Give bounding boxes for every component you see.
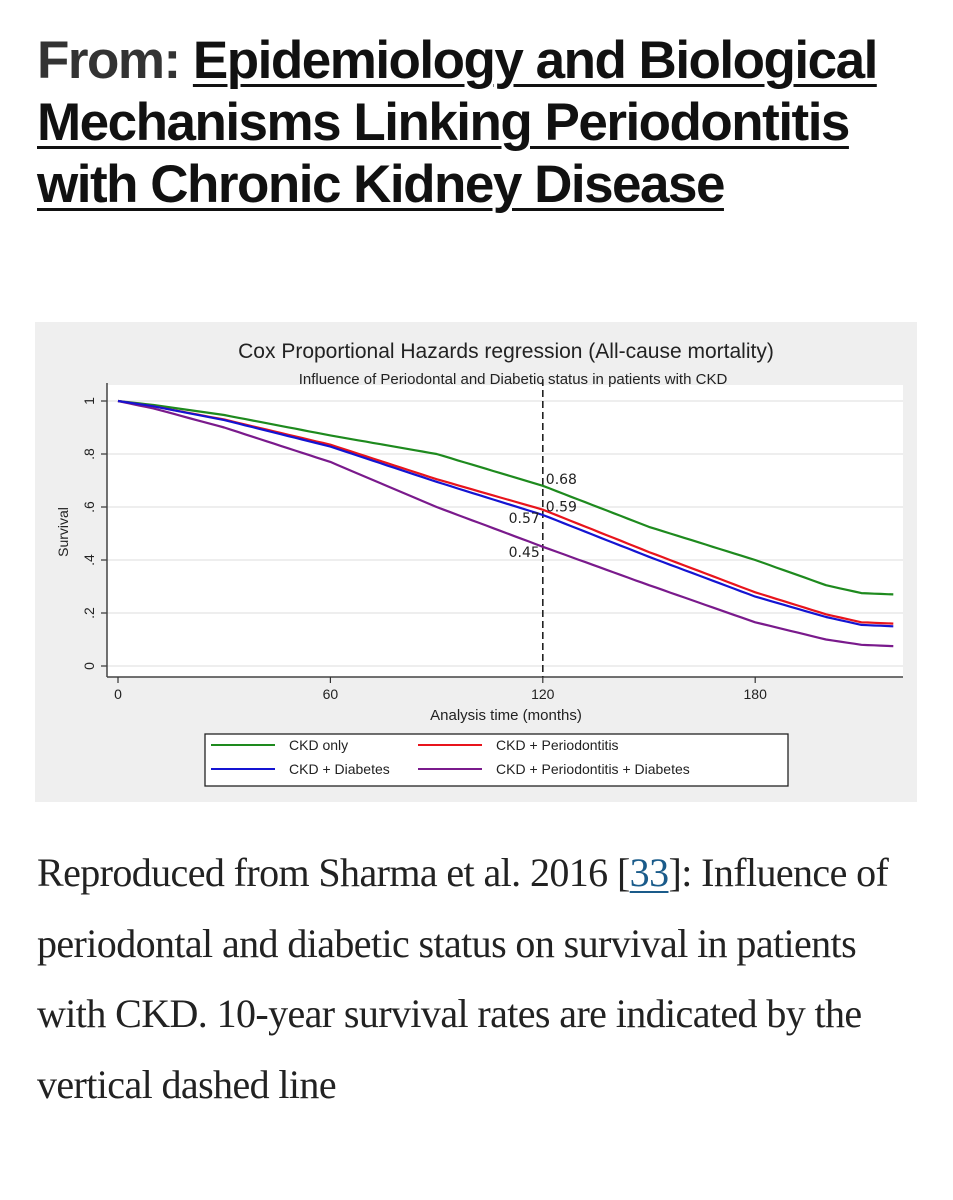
survival-rate-label: 0.59 <box>546 500 577 516</box>
figure-source-heading: From: Epidemiology and Biological Mechan… <box>37 30 937 216</box>
caption-text-before: Reproduced from Sharma et al. 2016 [ <box>37 850 630 895</box>
article-title-link[interactable]: Epidemiology and Biological Mechanisms L… <box>37 31 878 214</box>
chart-subtitle: Influence of Periodontal and Diabetic st… <box>299 371 728 388</box>
chart-title: Cox Proportional Hazards regression (All… <box>238 340 774 363</box>
series-line-ckd-periodontitis-diabetes <box>117 399 894 648</box>
y-tick-label: .4 <box>81 554 97 566</box>
figure-chart: 0 .2 .4 .6 .8 1 0 60 120 180 0.68 0.59 0.57 0.45 Cox… <box>35 322 917 802</box>
y-tick-label: 0 <box>81 662 97 670</box>
caption-text-after: ]: Influence of periodontal and diabetic… <box>37 850 889 1107</box>
y-axis-label: Survival <box>55 507 71 557</box>
legend-label: CKD only <box>289 737 348 753</box>
legend-item: CKD + Periodontitis <box>418 737 619 753</box>
x-tick-label: 120 <box>531 686 555 702</box>
series-line-ckd-only <box>117 399 894 596</box>
legend-label: CKD + Periodontitis + Diabetes <box>496 761 690 777</box>
legend-item: CKD + Diabetes <box>211 761 390 777</box>
survival-rate-label: 0.45 <box>509 545 540 561</box>
figure-caption: Reproduced from Sharma et al. 2016 [33]:… <box>37 838 927 1120</box>
legend-label: CKD + Periodontitis <box>496 737 619 753</box>
x-axis-label: Analysis time (months) <box>430 707 582 724</box>
survival-rate-label: 0.68 <box>546 472 577 488</box>
survival-rate-label: 0.57 <box>509 511 540 527</box>
y-tick-label: .8 <box>81 448 97 460</box>
legend-label: CKD + Diabetes <box>289 761 390 777</box>
x-tick-label: 60 <box>323 686 339 702</box>
y-tick-label: 1 <box>81 397 97 405</box>
legend-box <box>204 733 789 787</box>
survival-chart: 0 .2 .4 .6 .8 1 0 60 120 180 0.68 0.59 0.57 0.45 Cox… <box>55 340 903 787</box>
legend-item: CKD only <box>211 737 348 753</box>
x-tick-label: 0 <box>114 686 122 702</box>
legend-item: CKD + Periodontitis + Diabetes <box>418 761 690 777</box>
y-tick-label: .6 <box>81 501 97 513</box>
y-tick-label: .2 <box>81 607 97 619</box>
series-line-ckd-diabetes <box>117 399 894 628</box>
reference-link[interactable]: 33 <box>629 850 669 895</box>
x-tick-label: 180 <box>744 686 768 702</box>
from-label: From: <box>37 31 181 90</box>
